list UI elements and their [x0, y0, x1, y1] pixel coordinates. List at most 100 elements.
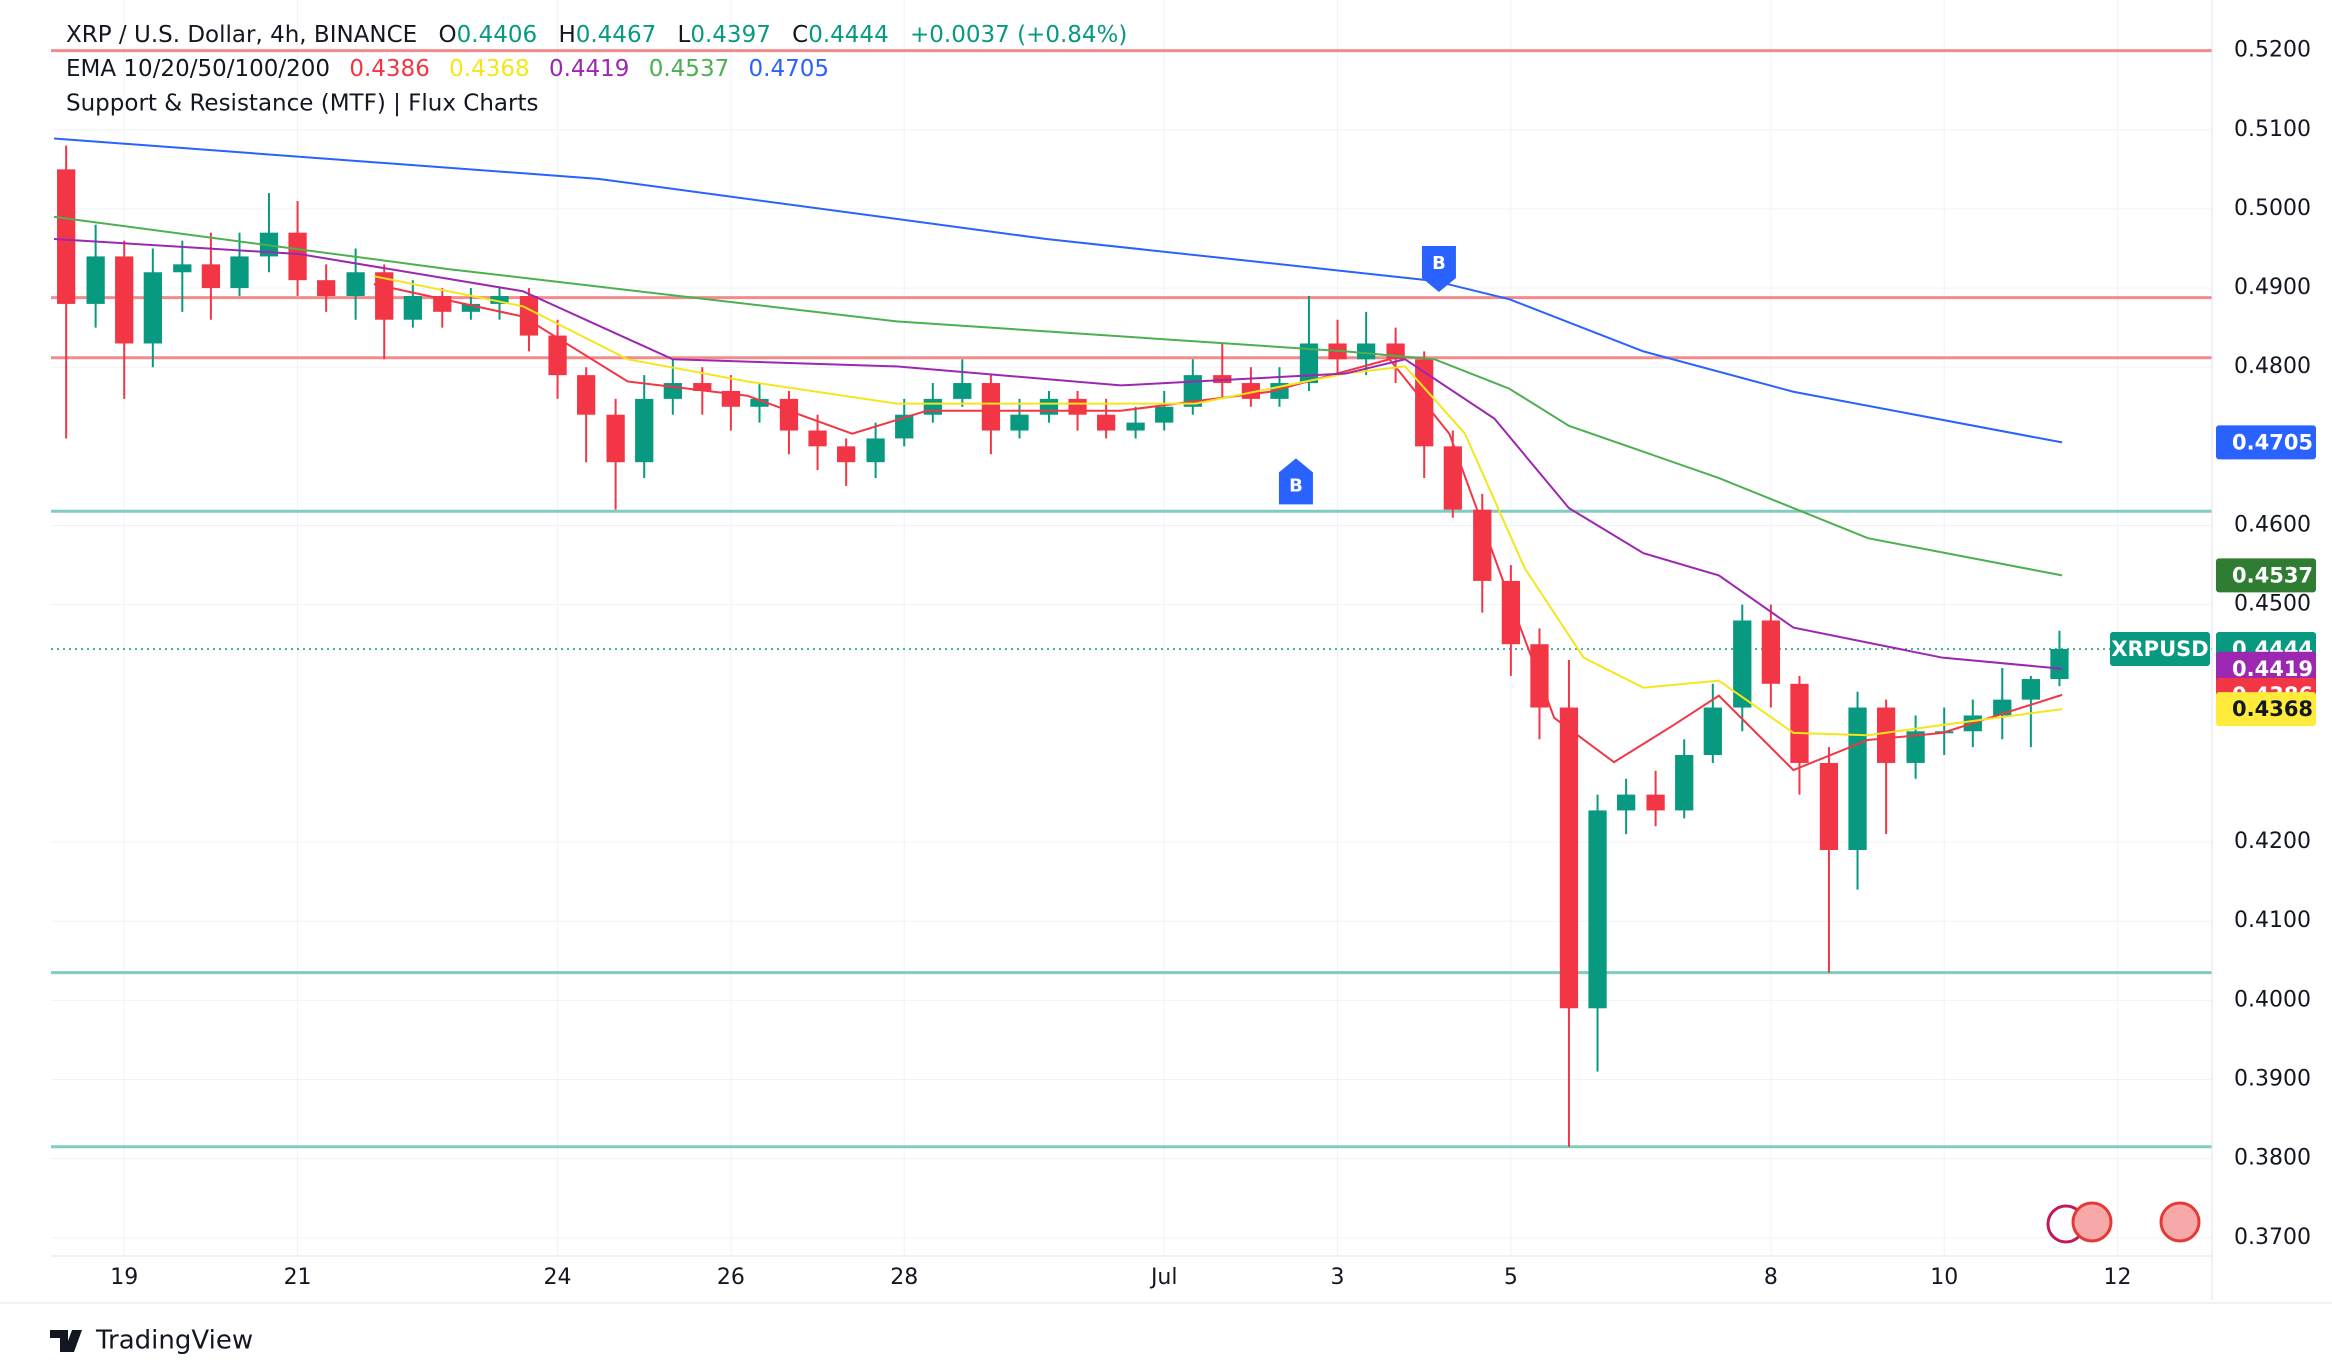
candle-body — [403, 295, 422, 320]
y-tick-label: 0.4100 — [2234, 908, 2311, 933]
price-tag-label: 0.4705 — [2232, 430, 2313, 454]
candle-body — [490, 295, 509, 304]
header: XRP / U.S. Dollar, 4h, BINANCE O0.4406 H… — [66, 22, 1127, 117]
x-tick-label: 26 — [717, 1265, 745, 1290]
x-tick-label: 24 — [544, 1265, 572, 1290]
candle-body — [143, 272, 162, 344]
candle-body — [115, 256, 134, 344]
candle-body — [375, 272, 394, 320]
x-tick-label: 28 — [890, 1265, 918, 1290]
candle-body — [1646, 794, 1665, 811]
indicator-name: Support & Resistance (MTF) | Flux Charts — [66, 91, 538, 117]
ema-line — [373, 275, 2063, 737]
y-tick-label: 0.5000 — [2234, 196, 2311, 221]
ohlc-label: O — [439, 22, 457, 48]
candle-body — [2021, 679, 2041, 700]
candle-body — [953, 383, 972, 399]
price-tag — [2216, 651, 2316, 686]
candle-body — [461, 303, 481, 312]
candle-body — [57, 169, 76, 304]
x-tick-label: 12 — [2104, 1265, 2132, 1290]
ohlc-label: C — [792, 22, 808, 48]
y-tick-label: 0.5100 — [2234, 117, 2311, 142]
toolbar-icons — [2046, 1201, 2201, 1244]
candle-body — [201, 264, 221, 289]
candle-body — [895, 414, 914, 439]
candle-body — [837, 446, 856, 463]
signal-marker — [1421, 245, 1456, 292]
candle-body — [519, 295, 539, 336]
signal-marker — [1278, 458, 1313, 505]
candle-body — [548, 335, 567, 376]
candle-body — [693, 383, 712, 391]
y-tick-label: 0.4500 — [2234, 592, 2311, 617]
ohlc-value: 0.4397 — [690, 22, 770, 48]
candle-body — [1473, 509, 1492, 581]
candle-body — [1443, 446, 1462, 510]
ema-value: 0.4368 — [449, 56, 529, 82]
candle-body — [288, 232, 307, 281]
y-tick-label: 0.4800 — [2234, 354, 2311, 379]
y-tick-label: 0.3800 — [2234, 1146, 2311, 1171]
symbol-tag-label: XRPUSD — [2111, 637, 2208, 661]
candle-body — [2050, 648, 2069, 680]
logo: TradingView — [50, 1326, 253, 1356]
logo-text: TradingView — [95, 1326, 253, 1356]
y-tick-label: 0.5200 — [2234, 38, 2311, 63]
candle-body — [808, 430, 827, 447]
price-tag — [2216, 558, 2316, 593]
y-tick-label: 0.3700 — [2234, 1225, 2311, 1250]
x-tick-label: 3 — [1331, 1265, 1345, 1290]
logo-mark — [50, 1330, 82, 1352]
y-tick-label: 0.4900 — [2234, 275, 2311, 300]
header-line-1: XRP / U.S. Dollar, 4h, BINANCE O0.4406 H… — [66, 22, 1127, 48]
ema-line — [53, 238, 2063, 670]
price-tag-label: 0.4537 — [2232, 563, 2313, 587]
candle-body — [173, 264, 192, 273]
candle-body — [1357, 343, 1376, 360]
candle-body — [230, 256, 249, 289]
candle-body — [1588, 810, 1607, 1009]
candle-body — [1299, 343, 1319, 384]
candle-body — [1733, 620, 1752, 708]
candle-body — [1819, 762, 1839, 850]
candle-body — [1790, 683, 1809, 763]
candle-body — [346, 272, 365, 296]
candle-body — [779, 398, 799, 431]
ema-line — [53, 215, 2063, 577]
price-tag — [2216, 425, 2316, 460]
x-tick-label: 5 — [1504, 1265, 1518, 1290]
candle-body — [1010, 414, 1029, 431]
signal-label: B — [1289, 475, 1303, 496]
candle-body — [635, 398, 654, 463]
ema-value: 0.4419 — [549, 56, 629, 82]
ohlc-label: H — [558, 22, 575, 48]
candle-body — [981, 383, 1001, 431]
x-tick-label: Jul — [1149, 1265, 1178, 1290]
candle-body — [1848, 707, 1867, 850]
candle-body — [1155, 406, 1174, 423]
candle-body — [923, 398, 942, 415]
icon — [2159, 1201, 2201, 1243]
candle-body — [1906, 731, 1925, 763]
ema-line — [373, 283, 2063, 772]
x-tick-label: 8 — [1764, 1265, 1778, 1290]
candle-body — [577, 375, 596, 415]
x-tick-label: 19 — [110, 1265, 138, 1290]
candle-body — [317, 280, 336, 296]
change: +0.0037 (+0.84%) — [910, 22, 1127, 48]
symbol-tag — [2110, 631, 2210, 666]
price-tag-label: 0.4419 — [2232, 657, 2313, 681]
candle-body — [750, 398, 769, 407]
y-tick-label: 0.4600 — [2234, 513, 2311, 538]
candle-body — [1097, 414, 1116, 431]
ema-value: 0.4386 — [349, 56, 429, 82]
candle-body — [606, 414, 625, 463]
candle-body — [86, 256, 105, 304]
ema-title: EMA 10/20/50/100/200 — [66, 56, 330, 82]
ohlc-value: 0.4444 — [808, 22, 888, 48]
x-tick-label: 10 — [1930, 1265, 1958, 1290]
y-tick-label: 0.3900 — [2234, 1067, 2311, 1092]
